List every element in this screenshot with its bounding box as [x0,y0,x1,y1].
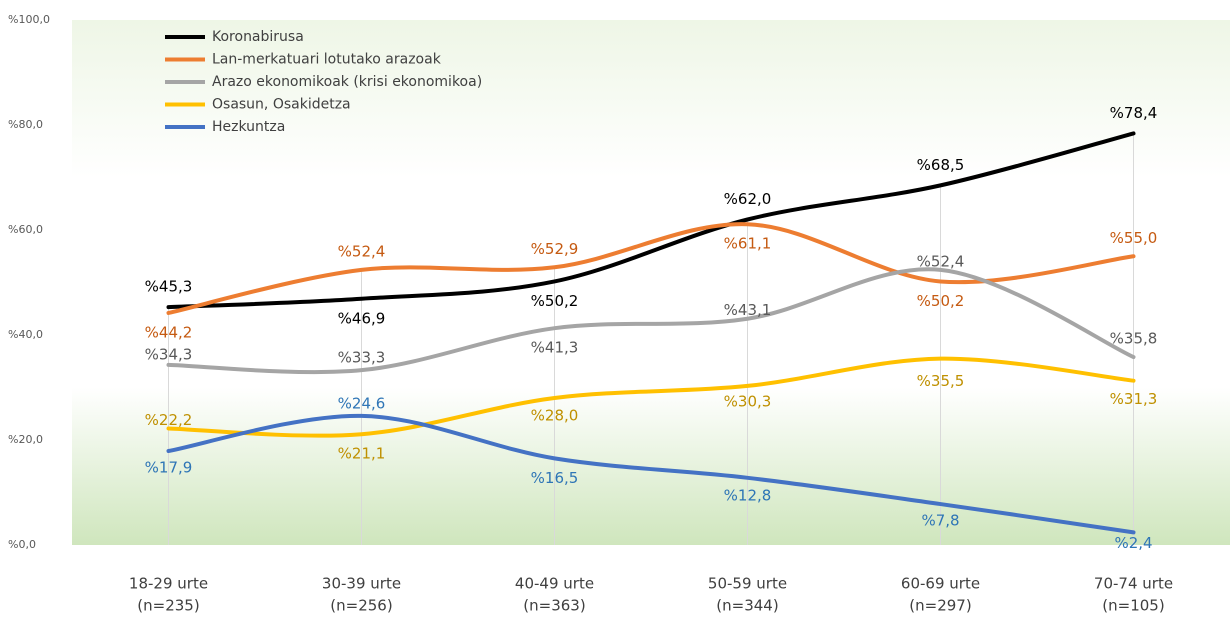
x-tick-label: 60-69 urte [901,575,980,593]
legend-label: Arazo ekonomikoak (krisi ekonomikoa) [212,74,482,90]
series-line [166,131,1136,310]
data-label: %12,8 [724,486,772,504]
series-line [166,267,1136,375]
x-tick-label: (n=235) [137,597,199,615]
data-label: %61,1 [724,235,772,253]
data-label: %33,3 [338,349,386,367]
data-label: %31,3 [1110,390,1158,408]
x-tick-label: 18-29 urte [129,575,208,593]
x-tick-label: (n=256) [330,597,392,615]
data-label: %41,3 [531,339,579,357]
x-tick-label: (n=105) [1102,597,1164,615]
data-label: %62,0 [724,190,772,208]
x-tick-label: 40-49 urte [515,575,594,593]
data-label: %50,2 [531,292,579,310]
data-label: %16,5 [531,469,579,487]
series-line [166,222,1136,315]
data-label: %52,4 [338,242,386,260]
data-label: %55,0 [1110,229,1158,247]
data-label: %22,2 [145,411,193,429]
legend-label: Koronabirusa [212,29,304,45]
data-label: %30,3 [724,392,772,410]
x-tick-label: (n=363) [523,597,585,615]
data-label: %17,9 [145,459,193,477]
y-tick-label: %40,0 [8,328,43,341]
data-label: %35,5 [917,372,965,390]
data-label: %35,8 [1110,330,1158,348]
y-tick-label: %0,0 [8,538,36,551]
x-tick-label: 30-39 urte [322,575,401,593]
y-tick-label: %80,0 [8,118,43,131]
x-tick-label: 50-59 urte [708,575,787,593]
data-label: %28,0 [531,407,579,425]
y-tick-label: %20,0 [8,433,43,446]
data-label: %52,4 [917,252,965,270]
legend-label: Lan-merkatuari lotutako arazoak [212,52,442,68]
data-label: %68,5 [917,156,965,174]
data-label: %44,2 [145,323,193,341]
data-label: %46,9 [338,309,386,327]
series-line [166,356,1136,438]
y-tick-label: %60,0 [8,223,43,236]
data-label: %52,9 [531,240,579,258]
plot-background [72,20,1230,545]
data-label: %7,8 [921,512,959,530]
data-label: %34,3 [145,345,193,363]
data-label: %24,6 [338,394,386,412]
y-tick-label: %100,0 [8,13,50,26]
data-label: %2,4 [1114,534,1152,552]
data-label: %43,1 [724,301,772,319]
data-label: %50,2 [917,292,965,310]
data-label: %21,1 [338,445,386,463]
data-label: %45,3 [145,278,193,296]
series-line [166,413,1136,535]
legend-label: Osasun, Osakidetza [212,97,351,113]
data-label: %78,4 [1110,104,1158,122]
legend-label: Hezkuntza [212,119,285,135]
x-tick-label: (n=344) [716,597,778,615]
x-tick-label: (n=297) [909,597,971,615]
x-tick-label: 70-74 urte [1094,575,1173,593]
